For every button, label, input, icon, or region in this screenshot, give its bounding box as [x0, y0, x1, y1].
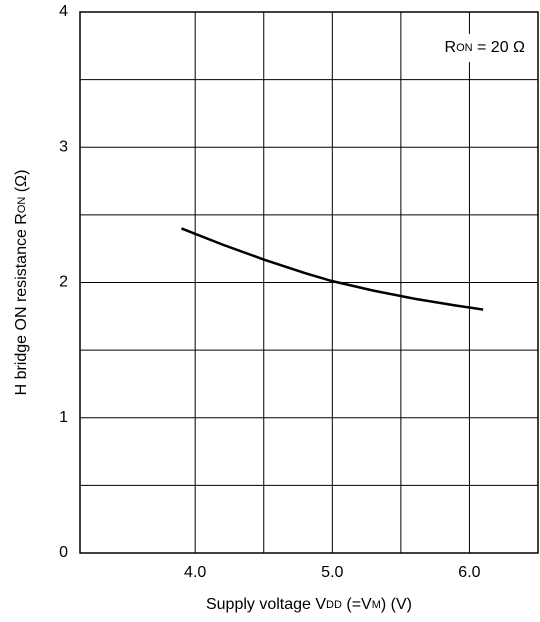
- plot-frame: [79, 11, 539, 554]
- data-line: [181, 227, 484, 311]
- x-tick-label: 6.0: [458, 564, 480, 581]
- y-axis-title-part: H bridge ON resistance R: [13, 213, 30, 395]
- x-tick-label: 4.0: [184, 564, 206, 581]
- x-axis-title: Supply voltage VDD (=VM) (V): [206, 596, 412, 613]
- annotation-part: R: [445, 39, 457, 56]
- x-axis-title-sub: DD: [326, 599, 342, 611]
- annotation: RON = 20 Ω: [445, 39, 526, 56]
- x-axis-title-part: Supply voltage V: [206, 596, 326, 613]
- x-axis-title-sub: M: [372, 599, 381, 611]
- y-tick-label: 4: [59, 3, 68, 20]
- y-tick-label: 2: [59, 274, 68, 291]
- y-tick-label: 3: [59, 138, 68, 155]
- y-axis-title: H bridge ON resistance RON (Ω): [13, 170, 30, 396]
- y-axis-title-sub: ON: [16, 197, 28, 214]
- y-tick-label: 1: [59, 409, 68, 426]
- y-tick-label: 0: [59, 544, 68, 561]
- annotation-bg: [412, 34, 530, 62]
- x-axis-title-part: (=V: [342, 596, 372, 613]
- x-tick-label: 5.0: [321, 564, 343, 581]
- y-axis-title-part: (Ω): [13, 170, 30, 197]
- annotation-part: = 20 Ω: [473, 39, 525, 56]
- annotation-sub: ON: [456, 42, 473, 54]
- x-axis-title-part: ) (V): [381, 596, 412, 613]
